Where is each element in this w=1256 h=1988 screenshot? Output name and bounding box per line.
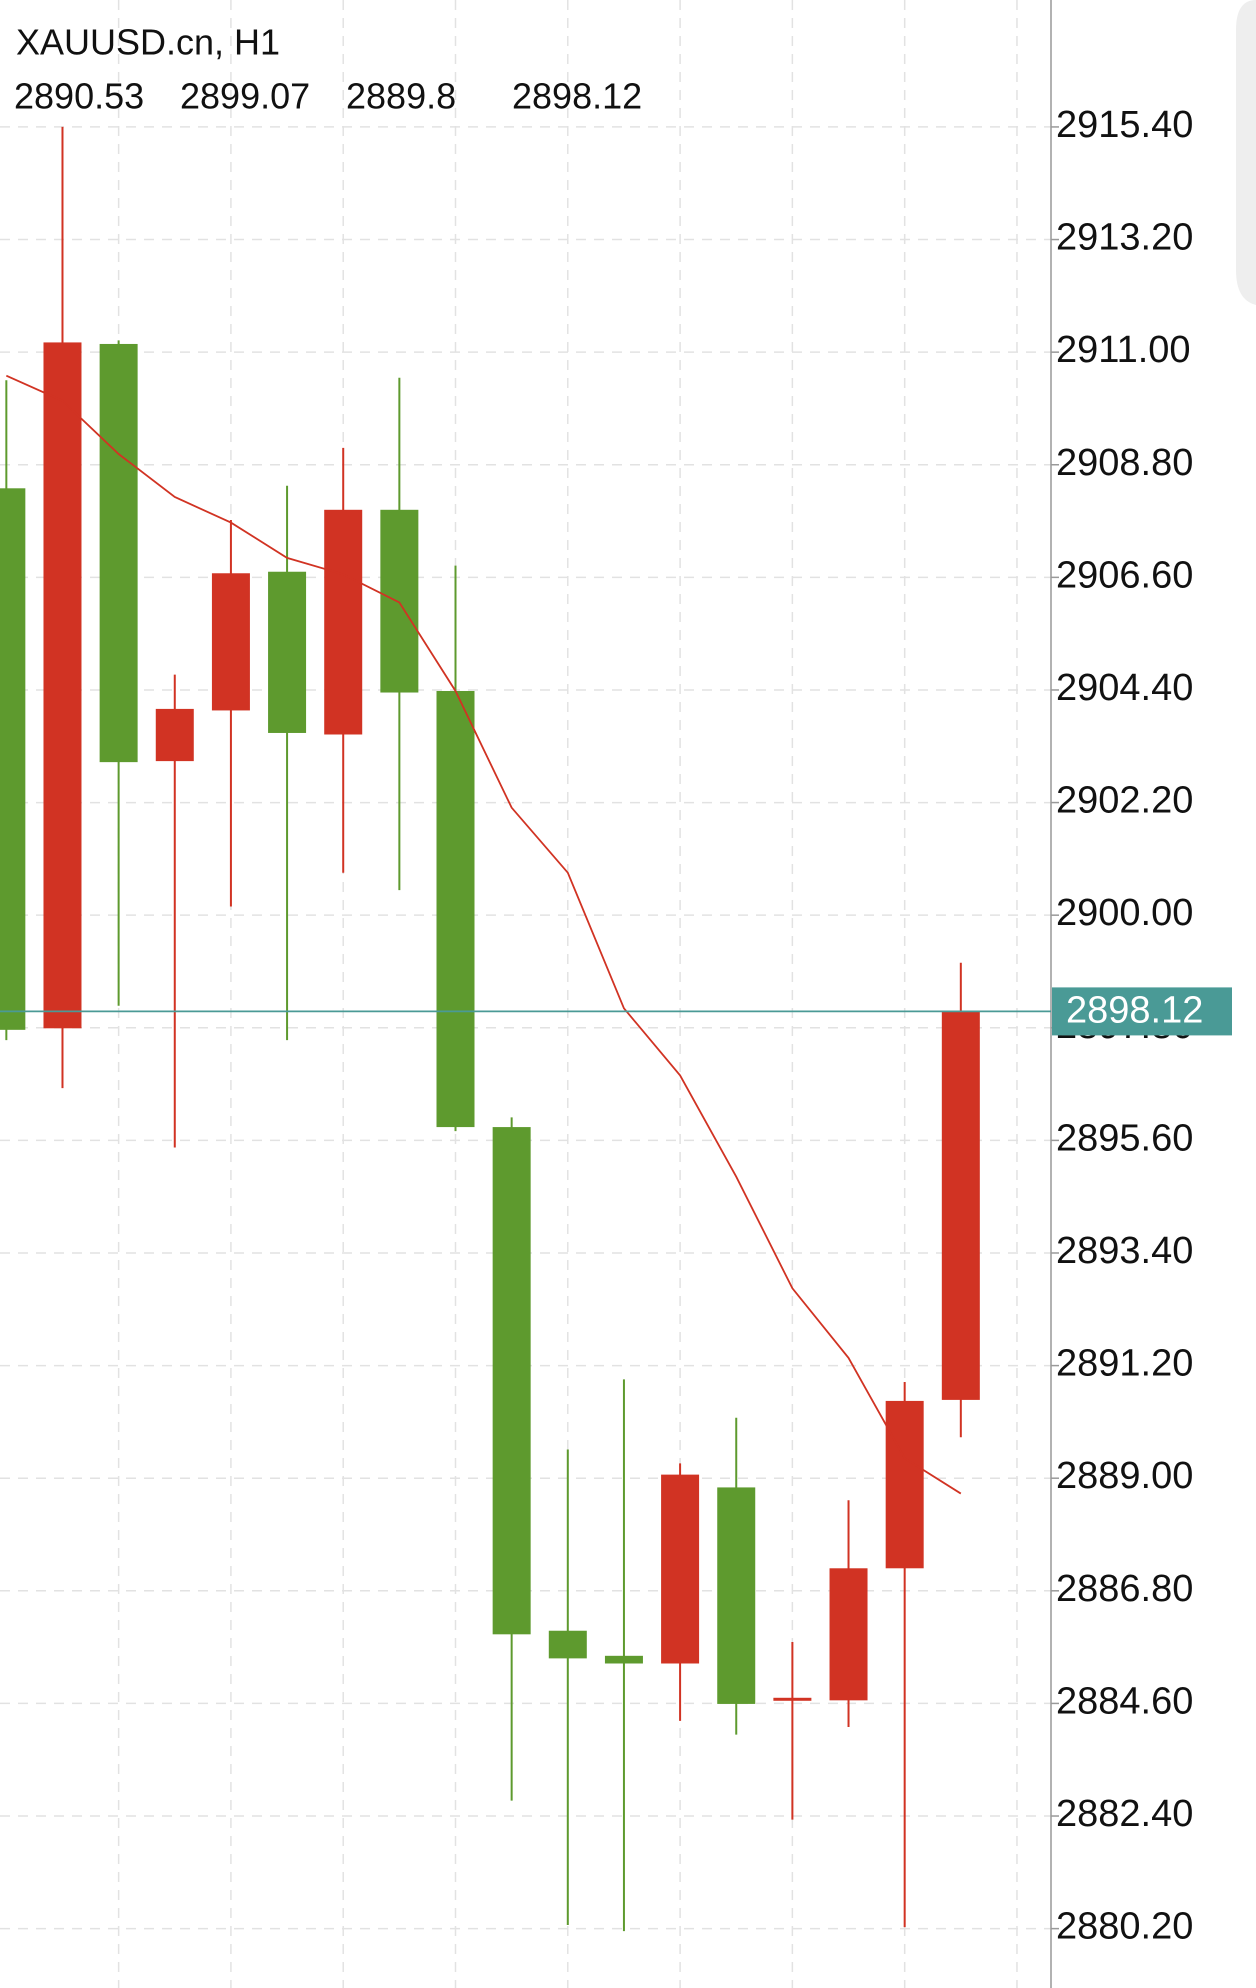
y-tick-label: 2902.20 xyxy=(1056,780,1193,822)
candle-body xyxy=(324,509,363,735)
y-tick-label: 2911.00 xyxy=(1056,329,1191,371)
grid xyxy=(0,0,1051,1988)
candle-body xyxy=(99,343,138,763)
y-tick-label: 2908.80 xyxy=(1056,442,1193,484)
candle-body xyxy=(604,1655,643,1664)
y-tick-label: 2913.20 xyxy=(1056,217,1193,259)
ohlc-open: 2890.53 xyxy=(14,76,144,117)
y-tick-label: 2889.00 xyxy=(1056,1455,1193,1497)
candle-body xyxy=(661,1474,700,1664)
price-badge-label: 2898.12 xyxy=(1066,989,1203,1031)
candle-body xyxy=(211,573,250,711)
candle-body xyxy=(829,1568,868,1701)
candle-body xyxy=(268,571,307,733)
ohlc-close: 2898.12 xyxy=(512,76,642,117)
side-handle xyxy=(1236,0,1256,305)
candle-body xyxy=(773,1697,812,1701)
ohlc-high: 2899.07 xyxy=(180,76,310,117)
y-tick-label: 2900.00 xyxy=(1056,892,1193,934)
y-tick-label: 2886.80 xyxy=(1056,1568,1193,1610)
candle-body xyxy=(436,690,475,1128)
y-tick-label: 2882.40 xyxy=(1056,1793,1193,1835)
candle-body xyxy=(717,1487,756,1704)
candle-body xyxy=(941,1011,980,1400)
y-tick-label: 2904.40 xyxy=(1056,667,1193,709)
y-tick-label: 2893.40 xyxy=(1056,1230,1193,1272)
y-tick-label: 2915.40 xyxy=(1056,104,1193,146)
candle-body xyxy=(885,1400,924,1569)
candle-body xyxy=(548,1630,587,1659)
candle-body xyxy=(0,488,26,1030)
y-tick-label: 2906.60 xyxy=(1056,554,1193,596)
candle-body xyxy=(380,509,419,693)
moving-average xyxy=(5,374,962,1495)
y-tick-label: 2895.60 xyxy=(1056,1117,1193,1159)
chart-title: XAUUSD.cn, H1 xyxy=(16,22,280,63)
y-tick-label: 2884.60 xyxy=(1056,1680,1193,1722)
y-tick-label: 2880.20 xyxy=(1056,1906,1193,1948)
candle-body xyxy=(155,708,194,762)
price-badge xyxy=(1052,987,1232,1036)
ohlc-low: 2889.8 xyxy=(346,76,456,117)
y-tick-label: 2891.20 xyxy=(1056,1343,1193,1385)
candle-body xyxy=(43,342,82,1029)
candle-body xyxy=(492,1127,531,1635)
